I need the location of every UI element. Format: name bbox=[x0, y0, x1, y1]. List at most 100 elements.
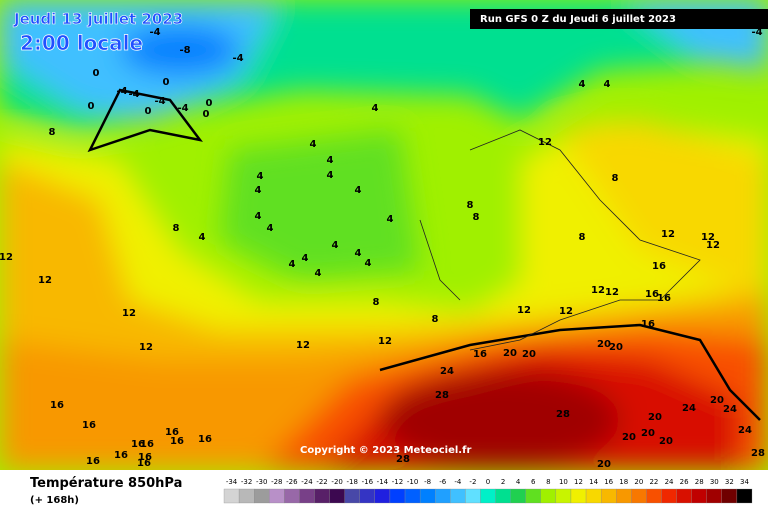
contour-label: 12 bbox=[139, 342, 153, 353]
color-swatch bbox=[419, 488, 436, 504]
contour-label: 16 bbox=[131, 439, 145, 450]
contour-label: -4 bbox=[751, 27, 762, 38]
contour-label: 4 bbox=[332, 240, 339, 251]
contour-label: 16 bbox=[138, 452, 152, 463]
color-swatch bbox=[691, 488, 707, 504]
scale-label: 4 bbox=[516, 478, 521, 486]
scale-label: -10 bbox=[407, 478, 418, 486]
color-scale: -34 -32 -30 -28 -26 -24 -22 -20 -18 -16 -14 -12 -10-… bbox=[223, 478, 753, 504]
color-swatch bbox=[706, 488, 722, 504]
scale-label: 14 bbox=[589, 478, 598, 486]
color-swatch bbox=[389, 488, 406, 504]
contour-label: 12 bbox=[296, 340, 310, 351]
color-swatch bbox=[314, 488, 330, 504]
temperature-field bbox=[0, 0, 768, 470]
scale-label: -20 bbox=[331, 478, 342, 486]
contour-label: 4 bbox=[199, 232, 206, 243]
contour-label: 0 bbox=[203, 109, 210, 120]
contour-label: 4 bbox=[355, 248, 362, 259]
copyright: Copyright © 2023 Meteociel.fr bbox=[300, 445, 471, 456]
scale-label: 6 bbox=[531, 478, 536, 486]
contour-label: 16 bbox=[114, 450, 128, 461]
valid-date: Jeudi 13 juillet 2023 bbox=[13, 10, 183, 28]
contour-label: 20 bbox=[522, 349, 536, 360]
color-swatch bbox=[359, 488, 376, 504]
contour-label: 12 bbox=[38, 275, 52, 286]
contour-label: 4 bbox=[289, 259, 296, 270]
contour-label: 24 bbox=[738, 425, 752, 436]
color-swatch bbox=[585, 488, 602, 504]
contour-label: 0 bbox=[163, 77, 170, 88]
contour-label: 4 bbox=[327, 170, 334, 181]
scale-label: 24 bbox=[665, 478, 674, 486]
color-swatch bbox=[661, 488, 677, 504]
scale-label: -18 bbox=[347, 478, 358, 486]
contour-label: 16 bbox=[137, 458, 151, 469]
contour-label: 20 bbox=[648, 412, 662, 423]
color-swatch bbox=[329, 488, 345, 504]
contour-label: 4 bbox=[255, 211, 262, 222]
contour-label: 20 bbox=[659, 436, 673, 447]
contour-label: 24 bbox=[682, 403, 696, 414]
contour-label: -4 bbox=[232, 53, 243, 64]
color-swatch bbox=[721, 488, 738, 504]
contour-label: 4 bbox=[372, 103, 379, 114]
color-swatch bbox=[223, 488, 240, 504]
scale-label: -32 bbox=[241, 478, 252, 486]
color-swatch bbox=[269, 488, 285, 504]
contour-label: 12 bbox=[0, 252, 13, 263]
color-swatch bbox=[600, 488, 617, 504]
contour-label: 4 bbox=[604, 79, 611, 90]
scale-label: -24 bbox=[301, 478, 313, 486]
contour-label: 4 bbox=[267, 223, 274, 234]
contour-label: 20 bbox=[597, 459, 611, 470]
contour-label: 16 bbox=[165, 427, 179, 438]
contour-label: 4 bbox=[315, 268, 322, 279]
contour-label: 12 bbox=[122, 308, 136, 319]
contour-label: 16 bbox=[86, 456, 100, 467]
scale-label: 30 bbox=[710, 478, 719, 486]
scale-label: -22 bbox=[316, 478, 327, 486]
contour-label: 12 bbox=[378, 336, 392, 347]
scale-label: -2 bbox=[469, 478, 476, 486]
scale-label: 28 bbox=[695, 478, 704, 486]
color-swatch bbox=[450, 488, 466, 504]
contour-label: 0 bbox=[206, 98, 213, 109]
contour-label: 16 bbox=[645, 289, 659, 300]
contour-label: 20 bbox=[503, 348, 517, 359]
contour-label: 16 bbox=[198, 434, 212, 445]
scale-label: 16 bbox=[604, 478, 613, 486]
color-swatch bbox=[510, 488, 526, 504]
contour-label: 12 bbox=[706, 240, 720, 251]
color-swatch bbox=[525, 488, 541, 504]
color-swatch bbox=[631, 488, 647, 504]
scale-label: -26 bbox=[286, 478, 298, 486]
scale-label: 26 bbox=[680, 478, 689, 486]
scale-label: 0 bbox=[486, 478, 490, 486]
color-swatch bbox=[616, 488, 632, 504]
contour-label: 8 bbox=[49, 127, 56, 138]
contour-label: 24 bbox=[440, 366, 454, 377]
contour-label: 16 bbox=[50, 400, 64, 411]
scale-label: -4 bbox=[454, 478, 462, 486]
scale-label: -12 bbox=[392, 478, 403, 486]
contour-label: 12 bbox=[538, 137, 552, 148]
contour-label: 20 bbox=[597, 339, 611, 350]
contour-label: 12 bbox=[605, 287, 619, 298]
scale-label: -6 bbox=[439, 478, 447, 486]
contour-label: 8 bbox=[173, 223, 180, 234]
contour-label: 4 bbox=[257, 171, 264, 182]
contour-label: 28 bbox=[396, 454, 410, 465]
contour-label: 16 bbox=[473, 349, 487, 360]
color-swatch bbox=[374, 488, 391, 504]
contour-label: 4 bbox=[365, 258, 372, 269]
color-swatch bbox=[344, 488, 360, 504]
contour-label: 0 bbox=[93, 68, 100, 79]
contour-label: -4 bbox=[177, 103, 188, 114]
color-swatch bbox=[254, 488, 270, 504]
color-swatch bbox=[495, 488, 511, 504]
contour-label: 0 bbox=[88, 101, 95, 112]
contour-label: 4 bbox=[579, 79, 586, 90]
